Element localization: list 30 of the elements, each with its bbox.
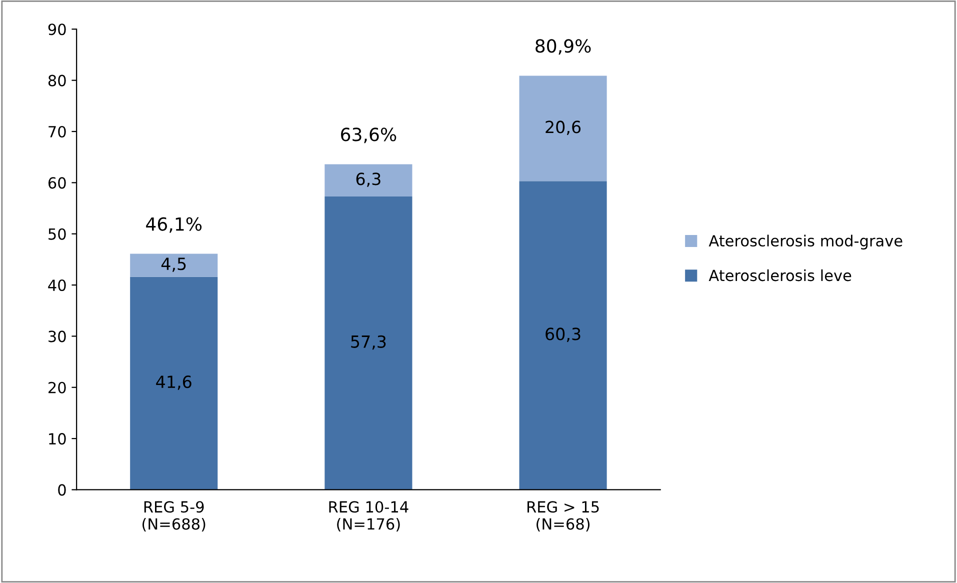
y-tick-label: 40 <box>48 279 66 292</box>
legend-label: Aterosclerosis mod-grave <box>708 234 902 250</box>
y-tick-label: 70 <box>48 126 66 138</box>
y-tick-label: 50 <box>48 228 66 240</box>
y-tick-label: 10 <box>49 433 66 445</box>
bar <box>324 196 412 490</box>
bar <box>130 276 218 490</box>
bar <box>519 181 607 490</box>
data-label: 20,6 <box>546 120 581 135</box>
y-tick-label: 60 <box>48 177 66 189</box>
total-label: 46,1% <box>146 217 202 233</box>
x-tick-label: REG 5-9 (N=688) <box>142 501 206 532</box>
total-label: 63,6% <box>341 128 396 144</box>
total-label: 80,9% <box>536 39 591 55</box>
bar <box>130 254 218 277</box>
data-label: 41,6 <box>156 376 192 390</box>
data-label: 60,3 <box>546 328 580 342</box>
y-tick-label: 30 <box>48 330 66 342</box>
bar <box>519 76 607 182</box>
data-label: 4,5 <box>161 258 186 272</box>
y-tick-label: 90 <box>48 24 66 36</box>
y-tick-label: 20 <box>48 382 66 394</box>
y-tick-label: 0 <box>58 484 66 496</box>
x-tick-label: REG > 15 (N=68) <box>528 501 599 532</box>
y-tick-label: 80 <box>48 74 66 86</box>
data-label: 6,3 <box>356 172 380 187</box>
bar <box>324 164 412 196</box>
data-label: 57,3 <box>351 335 386 350</box>
legend-label: Aterosclerosis leve <box>708 269 852 282</box>
x-tick-label: REG 10-14 (N=176) <box>329 501 408 532</box>
